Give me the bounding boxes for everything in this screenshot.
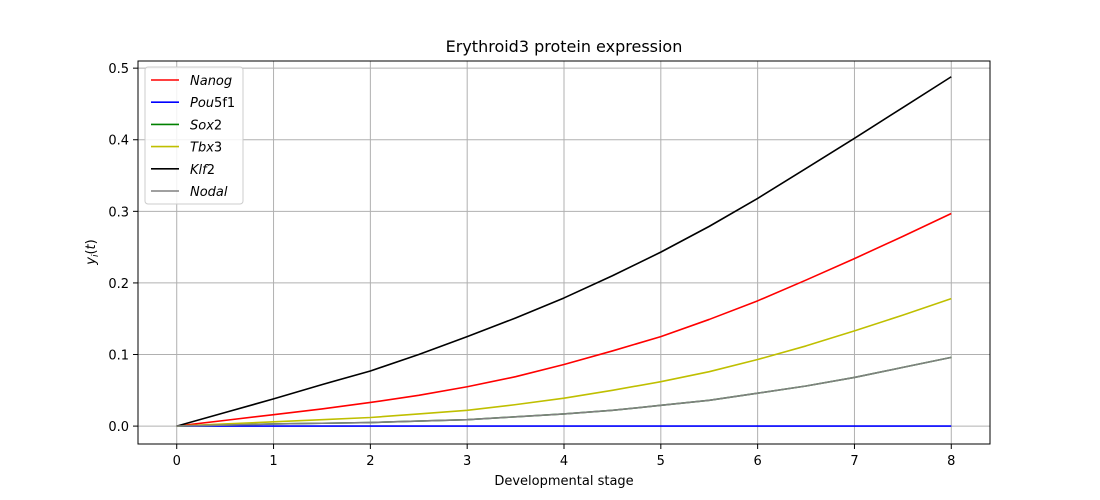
- legend-label: Nodal: [190, 185, 228, 200]
- series-line-klf2: [176, 76, 952, 427]
- series-line-nanog: [176, 212, 952, 427]
- y-tick-label: 0.2: [108, 277, 129, 292]
- x-tick-label: 4: [560, 454, 568, 469]
- y-tick-label: 0.4: [108, 134, 129, 149]
- x-tick-label: 6: [753, 454, 761, 469]
- legend-item: Nanog: [151, 74, 232, 89]
- x-tick-label: 8: [947, 454, 955, 469]
- x-axis-label: Developmental stage: [494, 474, 633, 489]
- y-tick-label: 0.0: [108, 420, 129, 435]
- legend: Nanog Pou5f1 Sox2 Tbx3 Klf2 Nodal: [144, 66, 244, 205]
- x-tick-label: 7: [850, 454, 858, 469]
- x-tick-label: 1: [269, 454, 277, 469]
- legend-item: Pou5f1: [151, 96, 235, 111]
- legend-item: Klf2: [151, 163, 215, 178]
- y-tick-label: 0.3: [108, 205, 129, 220]
- series-line-nodal: [176, 356, 952, 427]
- series-line-tbx3: [176, 297, 952, 427]
- y-axis-ticks: 0.0 0.1 0.2 0.3 0.4 0.5: [108, 62, 138, 435]
- y-tick-label: 0.5: [108, 62, 129, 77]
- legend-label: Tbx3: [190, 141, 222, 156]
- legend-label: Klf2: [190, 163, 215, 178]
- legend-box: [144, 66, 244, 205]
- legend-label: Nanog: [190, 74, 232, 89]
- legend-label: Pou5f1: [190, 96, 235, 111]
- legend-item: Sox2: [151, 118, 222, 133]
- y-axis-label: yi(t): [84, 239, 101, 265]
- y-tick-label: 0.1: [108, 349, 129, 364]
- chart-title: Erythroid3 protein expression: [446, 37, 683, 56]
- x-tick-label: 2: [366, 454, 374, 469]
- legend-label: Sox2: [190, 118, 222, 133]
- x-axis-ticks: 0 1 2 3 4 5 6 7 8: [173, 444, 955, 469]
- x-tick-label: 3: [463, 454, 471, 469]
- legend-item: Tbx3: [151, 141, 222, 156]
- legend-item: Nodal: [151, 185, 228, 200]
- x-tick-label: 0: [173, 454, 181, 469]
- x-tick-label: 5: [657, 454, 665, 469]
- series-lines: [176, 76, 952, 427]
